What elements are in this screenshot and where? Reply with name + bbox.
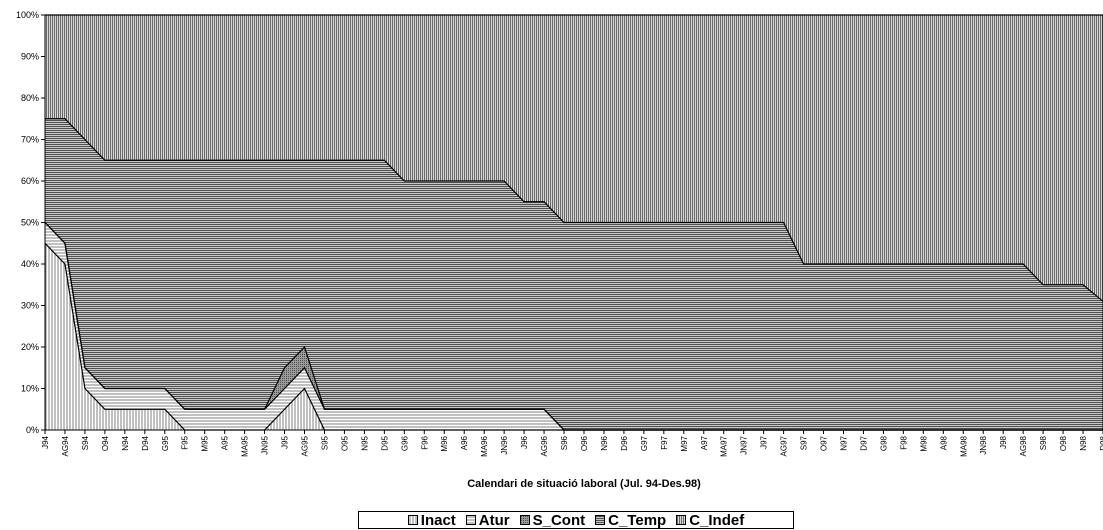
x-tick-label: O97 bbox=[820, 435, 829, 451]
legend-swatch bbox=[595, 515, 606, 525]
area-series-inact bbox=[45, 243, 1103, 430]
x-tick-label: N97 bbox=[839, 435, 848, 450]
x-tick-label: O98 bbox=[1059, 435, 1068, 451]
y-tick-label: 0% bbox=[26, 425, 39, 435]
legend-item-c-indef: C_Indef bbox=[676, 512, 744, 529]
x-tick-label: J95 bbox=[281, 435, 290, 448]
legend-label: Inact bbox=[420, 511, 456, 529]
x-tick-label: G96 bbox=[400, 435, 409, 451]
y-tick-label: 90% bbox=[21, 52, 39, 62]
legend-swatch bbox=[676, 515, 687, 525]
x-tick-label: A95 bbox=[221, 435, 230, 450]
x-tick-label: G97 bbox=[640, 435, 649, 451]
y-tick-label: 10% bbox=[21, 384, 39, 394]
x-tick-label: A98 bbox=[939, 435, 948, 450]
y-tick-label: 70% bbox=[21, 135, 39, 145]
x-tick-label: J98 bbox=[999, 435, 1008, 448]
legend-swatch bbox=[519, 515, 530, 525]
y-tick-label: 30% bbox=[21, 301, 39, 311]
legend-item-inact: Inact bbox=[407, 511, 456, 529]
x-tick-label: N94 bbox=[121, 435, 130, 450]
x-tick-label: AG96 bbox=[540, 435, 549, 456]
y-tick-label: 80% bbox=[21, 93, 39, 103]
x-tick-label: D96 bbox=[620, 435, 629, 450]
x-tick-label: O94 bbox=[101, 435, 110, 451]
area-series-c-temp bbox=[45, 118, 1103, 430]
x-tick-label: D95 bbox=[380, 435, 389, 450]
x-tick-label: N95 bbox=[360, 435, 369, 450]
legend-label: C_Indef bbox=[689, 511, 745, 529]
x-tick-label: MA98 bbox=[959, 435, 968, 456]
legend-label: S_Cont bbox=[532, 511, 586, 529]
legend-swatch bbox=[407, 515, 418, 525]
x-tick-label: M96 bbox=[440, 435, 449, 451]
x-tick-label: AG94 bbox=[61, 435, 70, 456]
x-axis-label: Calendari de situació laboral (Jul. 94-D… bbox=[467, 478, 701, 490]
x-tick-label: O95 bbox=[340, 435, 349, 451]
x-tick-label: JN96 bbox=[500, 435, 509, 454]
x-tick-label: JN97 bbox=[740, 435, 749, 454]
y-tick-label: 100% bbox=[16, 10, 39, 20]
x-tick-label: JN95 bbox=[261, 435, 270, 454]
x-tick-label: F97 bbox=[660, 435, 669, 449]
x-tick-label: F98 bbox=[899, 435, 908, 449]
x-tick-label: S98 bbox=[1039, 435, 1048, 450]
x-tick-label: MA95 bbox=[241, 435, 250, 456]
x-axis: J94 AG94 S94 O94 N94 D94 G95 F95 M95 A95 MA95 JN95 J… bbox=[41, 430, 1103, 457]
area-series-c-indef bbox=[45, 15, 1103, 302]
x-tick-label: D98 bbox=[1099, 435, 1103, 450]
y-axis: 0% 10% 20% 30% 40% 50% 60% 70% 80% 90% 100% bbox=[16, 10, 45, 435]
legend-item-s-cont: S_Cont bbox=[519, 511, 586, 529]
x-tick-label: N98 bbox=[1079, 435, 1088, 450]
legend-item-c-temp: C_Temp bbox=[595, 512, 666, 529]
x-tick-label: D97 bbox=[859, 435, 868, 450]
legend-item-atur: Atur bbox=[465, 511, 510, 529]
x-tick-label: AG98 bbox=[1019, 435, 1028, 456]
x-tick-label: D94 bbox=[141, 435, 150, 450]
y-tick-label: 60% bbox=[21, 176, 39, 186]
x-tick-label: AG97 bbox=[780, 435, 789, 456]
x-tick-label: F95 bbox=[181, 435, 190, 449]
legend-label: Atur bbox=[478, 511, 510, 529]
x-tick-label: J97 bbox=[760, 435, 769, 448]
x-tick-label: J94 bbox=[41, 435, 50, 448]
stacked-area-chart: 0% 10% 20% 30% 40% 50% 60% 70% 80% 90% 100% J94 AG9… bbox=[16, 10, 1103, 490]
y-tick-label: 50% bbox=[21, 218, 39, 228]
x-tick-label: F96 bbox=[420, 435, 429, 449]
series-boundary-c-temp bbox=[45, 118, 1103, 302]
x-tick-label: S95 bbox=[320, 435, 329, 450]
x-tick-label: A97 bbox=[700, 435, 709, 450]
x-tick-label: O96 bbox=[580, 435, 589, 451]
x-tick-label: MA97 bbox=[720, 435, 729, 456]
x-tick-label: J96 bbox=[520, 435, 529, 448]
x-tick-label: MA96 bbox=[480, 435, 489, 456]
x-tick-label: AG95 bbox=[301, 435, 310, 456]
y-tick-label: 20% bbox=[21, 342, 39, 352]
x-tick-label: A96 bbox=[460, 435, 469, 450]
x-tick-label: G98 bbox=[879, 435, 888, 451]
chart-legend: Inact Atur S_Cont C_Temp C_Indef bbox=[358, 511, 794, 529]
x-tick-label: M95 bbox=[201, 435, 210, 451]
x-tick-label: JN98 bbox=[979, 435, 988, 454]
x-tick-label: M97 bbox=[680, 435, 689, 451]
y-tick-label: 40% bbox=[21, 259, 39, 269]
plot-frame bbox=[44, 14, 1103, 431]
x-tick-label: N96 bbox=[600, 435, 609, 450]
x-tick-label: S96 bbox=[560, 435, 569, 450]
x-tick-label: S97 bbox=[800, 435, 809, 450]
x-tick-label: M98 bbox=[919, 435, 928, 451]
area-series-group bbox=[44, 14, 1103, 431]
x-tick-label: S94 bbox=[81, 435, 90, 450]
x-tick-label: G95 bbox=[161, 435, 170, 451]
legend-swatch bbox=[465, 515, 476, 525]
legend-label: C_Temp bbox=[608, 511, 667, 529]
